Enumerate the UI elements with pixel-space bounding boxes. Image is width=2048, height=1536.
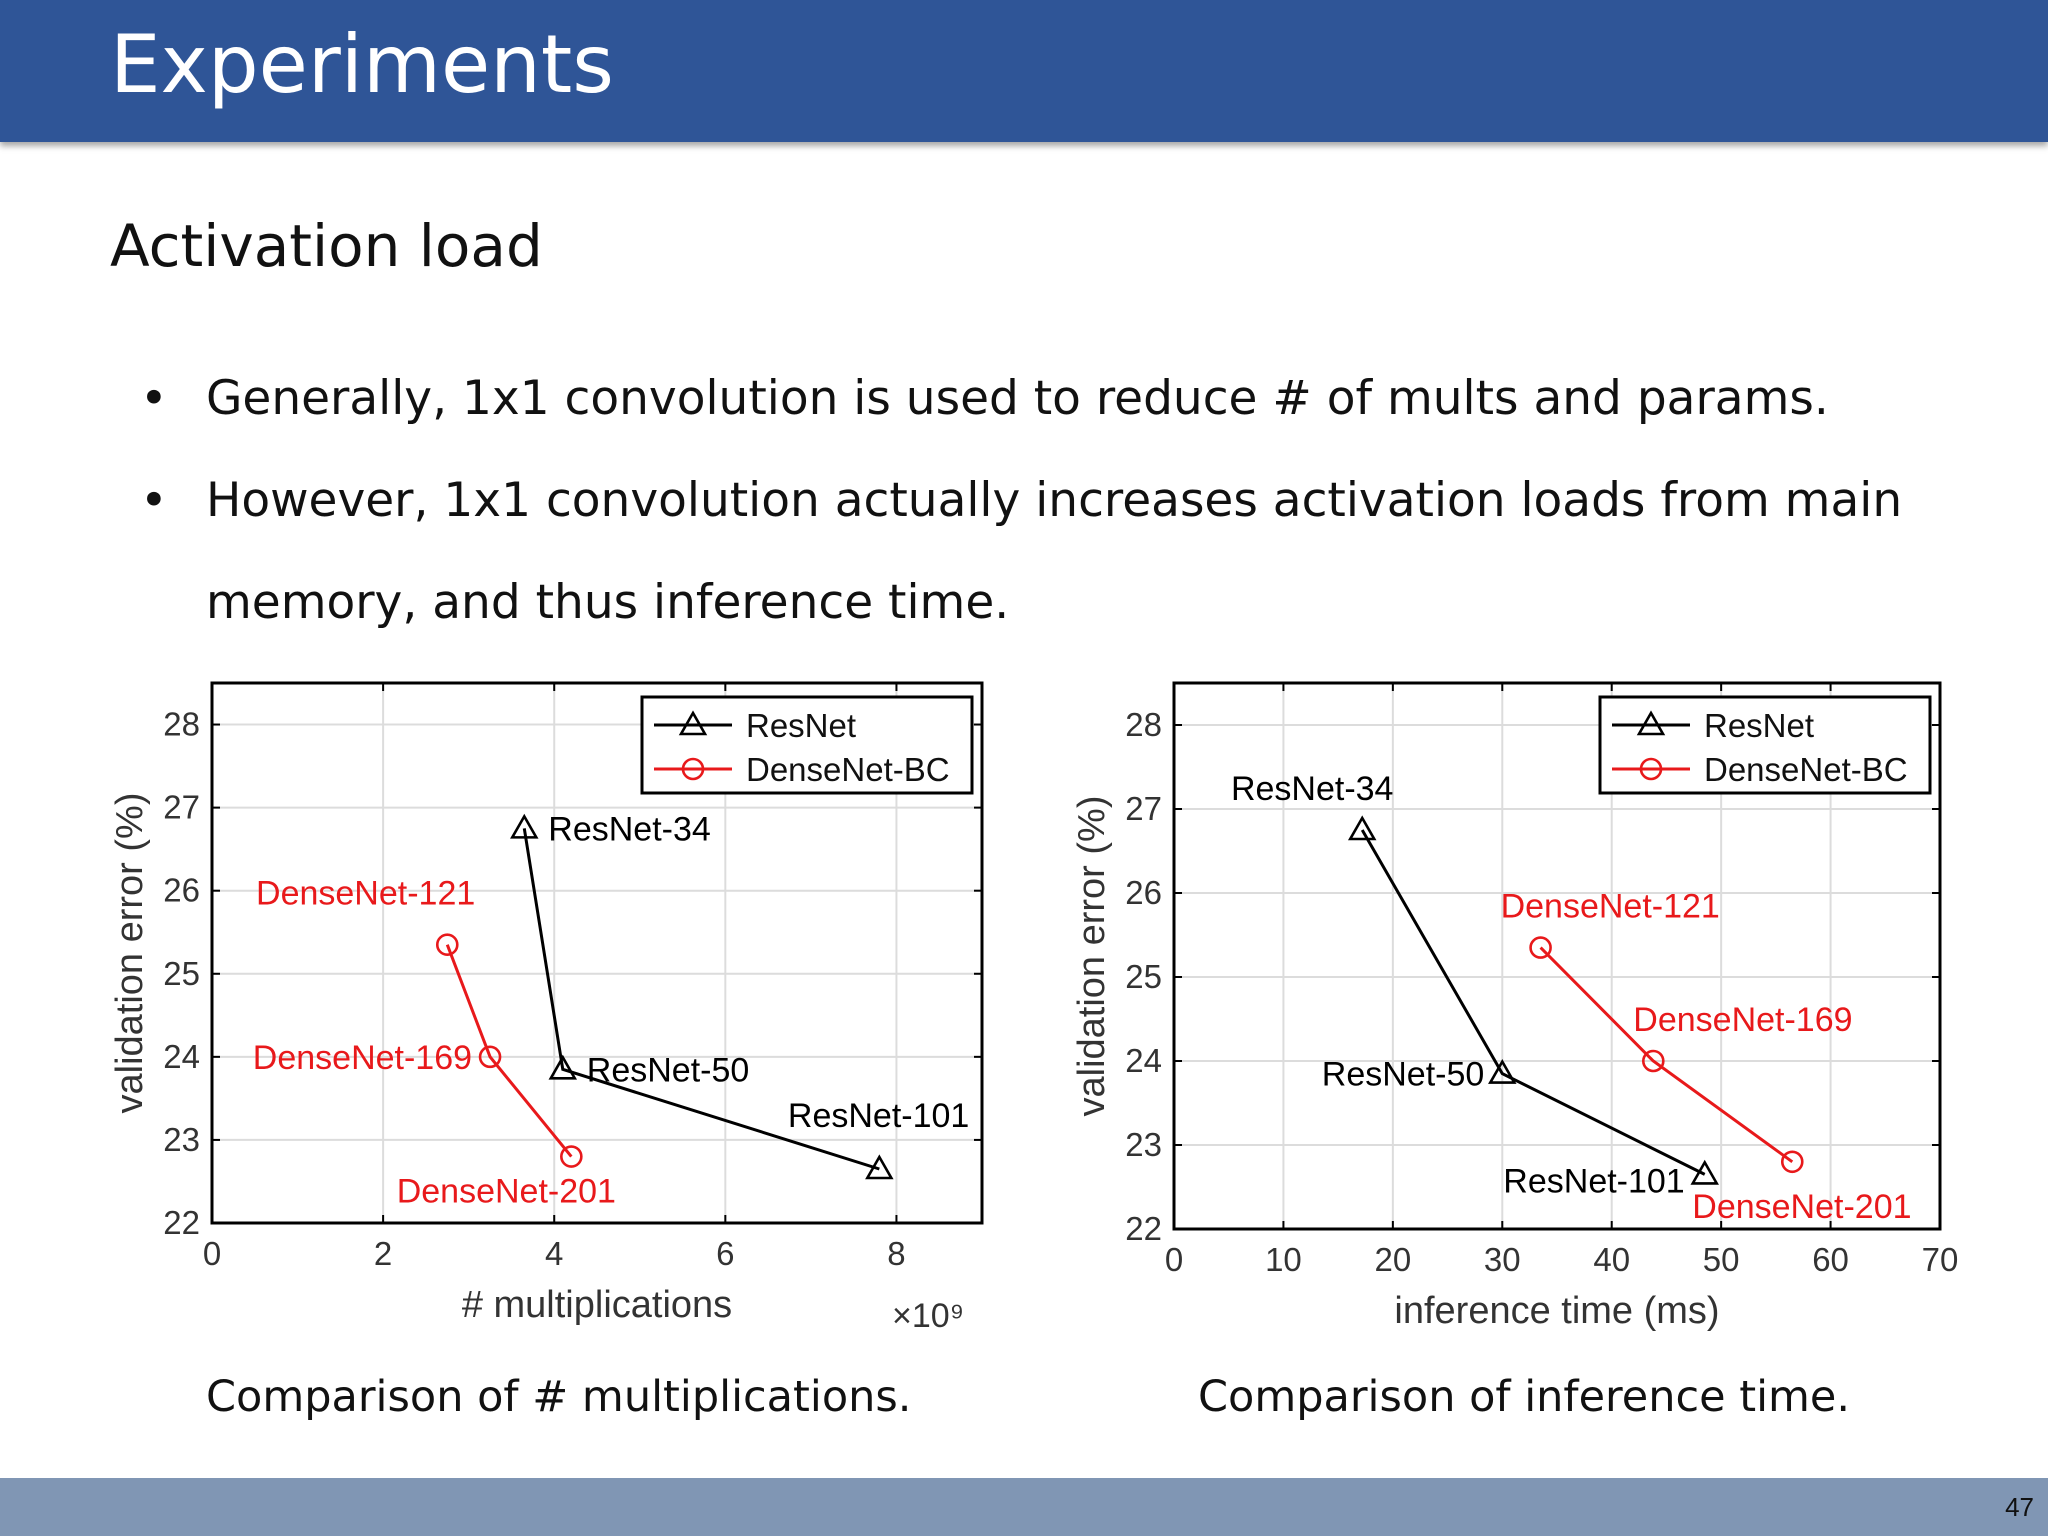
series-resnet: ResNet-34 ResNet-50 ResNet-101 [1231, 770, 1719, 1200]
y-axis-title: validation error (%) [1071, 796, 1113, 1117]
bullet-text: Generally, 1x1 convolution is used to re… [206, 371, 1829, 426]
x-tick-label: 50 [1703, 1241, 1740, 1278]
x-tick-label: 2 [374, 1235, 392, 1272]
bullet-symbol: • [140, 473, 168, 528]
data-point [1780, 1150, 1804, 1174]
legend-swatch-marker [1636, 710, 1666, 736]
x-tick-label: 30 [1484, 1241, 1521, 1278]
x-tick-label: 6 [716, 1235, 734, 1272]
x-tick-label: 0 [203, 1235, 221, 1272]
data-point [1529, 936, 1552, 959]
x-tick-label: 20 [1374, 1241, 1411, 1278]
x-axis-title: # multiplications [462, 1284, 732, 1326]
y-tick-label: 28 [163, 706, 200, 743]
data-label: ResNet-50 [587, 1051, 750, 1089]
caption-multiplications: Comparison of # multiplications. [206, 1372, 912, 1422]
legend-swatch-marker [1639, 757, 1663, 781]
title-bar: Experiments [0, 0, 2048, 142]
y-axis-title: validation error (%) [109, 793, 151, 1114]
y-tick-label: 25 [1125, 958, 1162, 995]
y-tick-label: 26 [1125, 874, 1162, 911]
data-label: ResNet-50 [1322, 1056, 1485, 1094]
legend: ResNet DenseNet-BC [1598, 695, 1932, 795]
footer-bar: 47 [0, 1478, 2048, 1536]
data-point [548, 1054, 578, 1080]
data-point [560, 1145, 583, 1168]
x-axis-title: inference time (ms) [1394, 1290, 1719, 1332]
y-tick-label: 23 [163, 1121, 200, 1158]
plot-frame [1172, 681, 1942, 1231]
data-point [865, 1154, 894, 1180]
series-line [1360, 829, 1706, 1176]
slide-subtitle: Activation load [110, 212, 543, 280]
data-label: DenseNet-169 [1633, 1001, 1852, 1039]
x-tick-label: 8 [887, 1235, 905, 1272]
legend: ResNet DenseNet-BC [640, 695, 974, 795]
data-label: DenseNet-121 [256, 875, 475, 913]
y-tick-label: 22 [1125, 1210, 1162, 1247]
data-label: DenseNet-201 [397, 1173, 616, 1211]
bullet-item: • Generally, 1x1 convolution is used to … [140, 348, 1940, 450]
x-tick-label: 10 [1265, 1241, 1302, 1278]
legend-entry: ResNet [1704, 707, 1814, 744]
series-densenet-bc: DenseNet-121 DenseNet-169 DenseNet-201 [1501, 888, 1912, 1226]
legend-swatch-marker [681, 757, 705, 781]
data-point [478, 1045, 502, 1069]
y-tick-label: 24 [163, 1038, 200, 1075]
y-tick-label: 24 [1125, 1042, 1162, 1079]
data-point [1488, 1058, 1517, 1084]
series-line [1539, 946, 1794, 1164]
legend-entry: DenseNet-BC [1704, 751, 1908, 788]
data-label: ResNet-34 [548, 810, 711, 848]
bullet-item: • However, 1x1 convolution actually incr… [140, 450, 1940, 654]
data-point [510, 813, 539, 839]
data-label: ResNet-101 [1503, 1162, 1684, 1200]
y-tick-label: 27 [163, 789, 200, 826]
legend-swatch-marker [678, 710, 708, 736]
x-tick-label: 70 [1922, 1241, 1959, 1278]
data-label: ResNet-34 [1231, 770, 1394, 808]
series-densenet-bc: DenseNet-121 DenseNet-169 DenseNet-201 [253, 875, 616, 1211]
data-point [1690, 1159, 1719, 1185]
caption-inference-time: Comparison of inference time. [1198, 1372, 1851, 1422]
plot-frame [210, 681, 984, 1225]
inference-time-chart: 0 10 20 30 40 50 60 70 22 23 24 25 26 27 28 inference t… [1071, 681, 1959, 1332]
y-tick-label: 25 [163, 955, 200, 992]
y-tick-label: 22 [163, 1204, 200, 1241]
x-tick-label: 4 [545, 1235, 563, 1272]
slide-title: Experiments [110, 18, 614, 111]
x-axis-multiplier: ×10⁹ [892, 1297, 964, 1335]
data-point [1347, 815, 1377, 841]
series-line [522, 828, 880, 1171]
series-resnet: ResNet-34 ResNet-50 ResNet-101 [510, 810, 969, 1180]
series-line [445, 944, 573, 1158]
x-tick-label: 40 [1593, 1241, 1630, 1278]
data-point [435, 933, 459, 956]
data-label: DenseNet-121 [1501, 888, 1720, 926]
data-label: ResNet-101 [788, 1097, 969, 1135]
y-tick-label: 23 [1125, 1126, 1162, 1163]
data-point [1641, 1049, 1665, 1073]
bullet-text: However, 1x1 convolution actually increa… [206, 473, 1903, 630]
data-label: DenseNet-169 [253, 1039, 472, 1077]
legend-entry: DenseNet-BC [746, 751, 950, 788]
x-tick-label: 60 [1812, 1241, 1849, 1278]
legend-entry: ResNet [746, 707, 856, 744]
x-tick-label: 0 [1165, 1241, 1183, 1278]
y-tick-label: 26 [163, 872, 200, 909]
bullet-symbol: • [140, 371, 168, 426]
page-number: 47 [2005, 1492, 2034, 1522]
bullet-list: • Generally, 1x1 convolution is used to … [140, 348, 1940, 654]
y-tick-label: 28 [1125, 706, 1162, 743]
y-tick-label: 27 [1125, 790, 1162, 827]
data-label: DenseNet-201 [1692, 1188, 1911, 1226]
